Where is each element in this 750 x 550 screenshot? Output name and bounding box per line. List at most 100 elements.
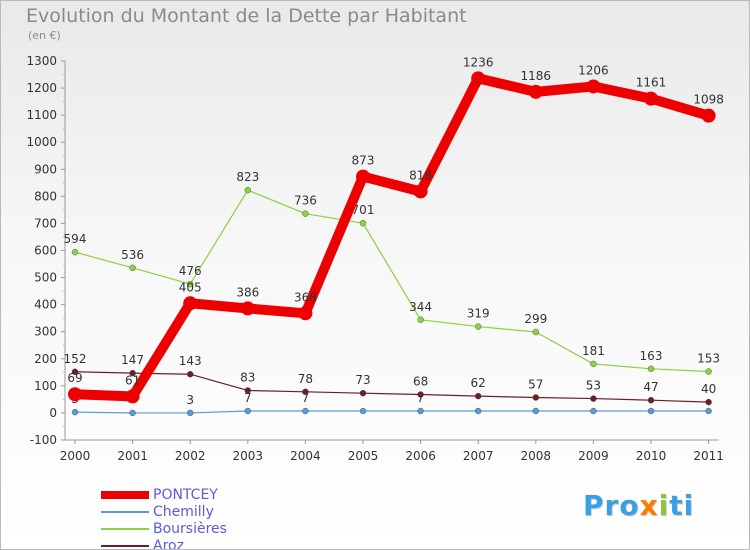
legend-label-aroz: Aroz bbox=[153, 537, 184, 550]
y-tick-label: 1200 bbox=[26, 81, 57, 95]
data-point-chemilly bbox=[705, 407, 712, 415]
data-point-pontcey bbox=[644, 91, 658, 106]
y-tick-label: 200 bbox=[34, 352, 57, 366]
data-label-aroz: 62 bbox=[471, 376, 486, 390]
data-label-aroz: 143 bbox=[179, 354, 202, 368]
data-point-chemilly bbox=[590, 407, 597, 415]
data-point-pontcey bbox=[471, 71, 486, 86]
data-point-pontcey bbox=[240, 301, 255, 316]
data-label-pontcey: 405 bbox=[179, 280, 202, 294]
data-label-chemilly: 7 bbox=[417, 391, 425, 405]
data-point-chemilly bbox=[129, 409, 136, 417]
data-point-aroz bbox=[186, 371, 194, 378]
chart-subtitle: (en €) bbox=[28, 29, 61, 42]
data-label-aroz: 68 bbox=[413, 375, 428, 389]
data-label-pontcey: 873 bbox=[352, 154, 375, 168]
logo-letter: i bbox=[683, 489, 695, 522]
legend-label-boursires: Boursières bbox=[153, 520, 227, 537]
data-label-chemilly: 7 bbox=[244, 391, 252, 405]
data-point-boursires bbox=[359, 219, 367, 227]
data-label-pontcey: 1236 bbox=[463, 55, 494, 69]
data-label-boursires: 701 bbox=[352, 203, 375, 217]
x-tick-label: 2005 bbox=[348, 449, 379, 463]
data-point-aroz bbox=[417, 391, 424, 398]
y-tick-label: 100 bbox=[34, 379, 57, 393]
data-label-pontcey: 1206 bbox=[578, 63, 609, 77]
data-point-aroz bbox=[302, 388, 309, 396]
legend-item-aroz: Aroz bbox=[101, 537, 227, 550]
logo-letter: x bbox=[639, 489, 659, 522]
x-tick-label: 2009 bbox=[578, 449, 609, 463]
data-label-pontcey: 1161 bbox=[636, 76, 667, 90]
data-point-aroz bbox=[359, 389, 367, 397]
series-line-aroz bbox=[74, 371, 710, 403]
legend-item-boursires: Boursières bbox=[101, 520, 227, 537]
data-point-aroz bbox=[71, 368, 79, 375]
data-label-chemilly: 7 bbox=[302, 391, 310, 405]
x-tick-label: 2003 bbox=[233, 449, 264, 463]
data-label-aroz: 47 bbox=[643, 380, 658, 394]
y-tick-label: 500 bbox=[34, 271, 57, 285]
chart-title: Evolution du Montant de la Dette par Hab… bbox=[26, 5, 467, 27]
series-chemilly: 33777 bbox=[71, 391, 712, 417]
data-label-aroz: 53 bbox=[586, 379, 601, 393]
data-point-chemilly bbox=[475, 407, 482, 415]
data-label-pontcey: 368 bbox=[294, 290, 317, 304]
y-tick-label: 800 bbox=[34, 189, 57, 203]
legend-swatch-aroz bbox=[101, 544, 149, 547]
data-point-chemilly bbox=[71, 408, 79, 416]
y-tick-label: 300 bbox=[34, 325, 57, 339]
data-label-aroz: 147 bbox=[121, 353, 144, 367]
data-label-boursires: 319 bbox=[467, 307, 490, 321]
data-point-aroz bbox=[129, 369, 136, 377]
data-label-boursires: 299 bbox=[524, 312, 547, 326]
legend-swatch-chemilly bbox=[101, 510, 149, 513]
data-label-pontcey: 818 bbox=[409, 168, 432, 182]
legend-item-chemilly: Chemilly bbox=[101, 503, 227, 520]
proxiti-logo: Proxiti bbox=[583, 489, 694, 522]
x-tick-label: 2006 bbox=[405, 449, 436, 463]
data-point-aroz bbox=[647, 397, 655, 404]
data-point-pontcey bbox=[298, 306, 313, 321]
data-label-boursires: 153 bbox=[697, 352, 720, 366]
legend-label-chemilly: Chemilly bbox=[153, 503, 214, 520]
y-tick-label: 1000 bbox=[26, 135, 57, 149]
data-point-pontcey bbox=[183, 296, 198, 311]
data-point-boursires bbox=[417, 316, 424, 324]
legend: PONTCEY Chemilly Boursières Aroz bbox=[101, 486, 227, 550]
data-point-chemilly bbox=[417, 407, 424, 415]
y-tick-label: 700 bbox=[34, 216, 57, 230]
data-point-chemilly bbox=[647, 407, 655, 415]
x-tick-label: 2002 bbox=[175, 449, 206, 463]
x-tick-label: 2001 bbox=[117, 449, 148, 463]
data-point-pontcey bbox=[701, 108, 716, 123]
y-tick-label: 400 bbox=[34, 298, 57, 312]
data-point-chemilly bbox=[302, 407, 309, 415]
x-tick-label: 2004 bbox=[290, 449, 321, 463]
data-label-pontcey: 1186 bbox=[521, 69, 552, 83]
x-tick-label: 2010 bbox=[636, 449, 667, 463]
data-label-aroz: 78 bbox=[298, 372, 313, 386]
logo-letter: i bbox=[658, 489, 670, 522]
data-point-aroz bbox=[705, 398, 712, 406]
data-point-chemilly bbox=[244, 407, 252, 415]
y-tick-label: -100 bbox=[30, 433, 57, 447]
data-point-chemilly bbox=[532, 407, 539, 415]
data-point-boursires bbox=[475, 323, 482, 330]
data-label-pontcey: 61 bbox=[125, 373, 140, 387]
logo-letter: t bbox=[669, 489, 684, 522]
series-line-boursires bbox=[74, 189, 710, 373]
data-label-aroz: 40 bbox=[701, 382, 716, 396]
legend-swatch-boursires bbox=[101, 527, 149, 530]
series-line-pontcey bbox=[70, 73, 714, 402]
x-tick-label: 2000 bbox=[60, 449, 91, 463]
series-line-chemilly bbox=[74, 410, 710, 414]
data-label-aroz: 57 bbox=[528, 377, 543, 391]
data-label-boursires: 163 bbox=[640, 349, 663, 363]
data-label-boursires: 344 bbox=[409, 300, 432, 314]
data-label-boursires: 181 bbox=[582, 344, 605, 358]
data-point-boursires bbox=[590, 360, 597, 368]
data-point-pontcey bbox=[356, 169, 370, 184]
